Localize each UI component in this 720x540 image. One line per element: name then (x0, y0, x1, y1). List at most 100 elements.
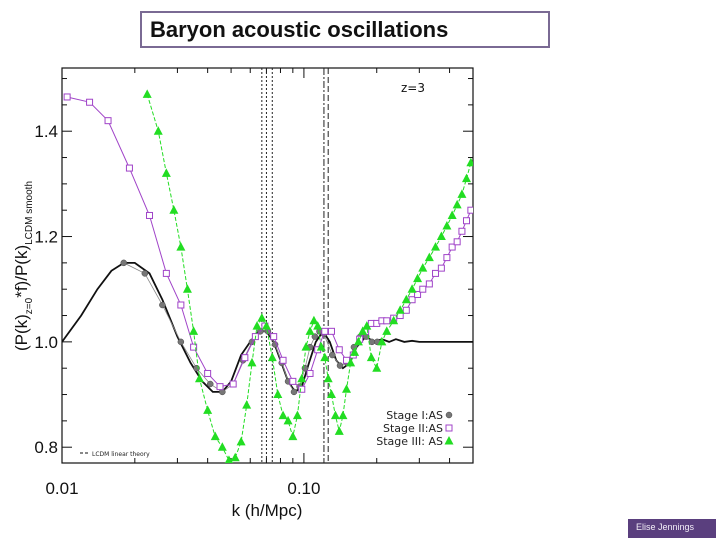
y-tick-label: 1.0 (34, 333, 58, 352)
data-point (203, 405, 213, 414)
data-point (350, 347, 360, 356)
data-point (346, 357, 356, 367)
data-point (242, 400, 252, 409)
data-point (142, 89, 152, 98)
data-point (273, 389, 283, 399)
y-axis-label-mid: *f)/P(k) (12, 245, 31, 298)
data-point (407, 284, 417, 293)
data-point (353, 336, 363, 346)
data-point (283, 415, 293, 425)
data-point (408, 296, 416, 304)
data-point (336, 362, 344, 369)
data-point (358, 326, 368, 335)
series-layer (62, 89, 473, 463)
data-point (414, 290, 422, 298)
data-point (330, 410, 340, 420)
data-point (383, 317, 391, 325)
data-point (338, 410, 348, 420)
data-point (362, 321, 372, 330)
series-line (66, 96, 472, 391)
data-point (120, 259, 128, 267)
data-point (298, 385, 306, 393)
data-point (413, 273, 423, 283)
data-point (467, 206, 473, 214)
data-point (448, 243, 456, 251)
data-point (334, 426, 344, 435)
data-point (329, 351, 336, 359)
data-point (321, 327, 329, 335)
tick-labels: 0.01 0.10 0.8 1.0 1.2 1.4 (34, 122, 320, 498)
data-point (204, 369, 212, 377)
series-stage-iii-as (142, 89, 473, 463)
slide-title: Baryon acoustic oscillations (150, 17, 449, 42)
x-axis-label: k (h/Mpc) (232, 501, 303, 520)
redshift-annotation: z=3 (401, 81, 425, 95)
data-point (190, 343, 198, 351)
data-point (323, 373, 333, 383)
data-point (104, 117, 112, 125)
data-point (461, 173, 471, 183)
data-point (425, 280, 433, 288)
data-point (436, 231, 446, 241)
data-point (141, 270, 149, 277)
data-point (247, 357, 257, 367)
data-point (153, 126, 163, 135)
data-point (327, 327, 335, 335)
data-point (189, 326, 199, 335)
data-point (377, 336, 387, 346)
legend-small-label: LCDM linear theory (92, 451, 150, 458)
data-point (458, 227, 466, 235)
data-point (335, 346, 343, 354)
data-point (236, 436, 246, 446)
y-axis-label-sub1: z=0 (24, 297, 35, 314)
data-point (366, 352, 376, 362)
legend-label: Stage I:AS (386, 409, 443, 422)
data-point (342, 384, 352, 393)
data-point (311, 333, 319, 340)
data-point (292, 410, 302, 420)
data-point (402, 306, 410, 314)
data-point (290, 388, 298, 396)
data-point (313, 321, 323, 330)
legend-label: Stage II:AS (383, 422, 443, 435)
data-point (432, 269, 440, 277)
data-point (442, 221, 452, 230)
data-point (301, 342, 311, 351)
data-point (63, 93, 71, 101)
data-point (431, 242, 441, 251)
data-point (216, 383, 224, 391)
data-point (278, 410, 288, 420)
data-point (159, 301, 166, 309)
svg-text:(P(k)z=0*f)/P(k)LCDM smooth: (P(k)z=0*f)/P(k)LCDM smooth (12, 181, 35, 351)
data-point (229, 380, 237, 388)
linear-theory-line (62, 262, 473, 394)
y-tick-label: 1.2 (34, 228, 58, 247)
y-tick-label: 1.4 (34, 122, 58, 141)
legend-marker (444, 436, 454, 445)
plot-frame (61, 67, 474, 464)
data-point (162, 269, 170, 277)
y-tick-label: 0.8 (34, 438, 58, 457)
data-point (146, 211, 154, 219)
data-point (288, 431, 298, 441)
data-point (447, 210, 457, 219)
data-point (217, 442, 227, 451)
footer-author: Elise Jennings (636, 522, 695, 532)
data-point (316, 342, 326, 351)
data-point (177, 338, 185, 346)
data-point (372, 363, 382, 372)
data-point (257, 313, 267, 322)
data-point (457, 189, 467, 198)
slide-title-box: Baryon acoustic oscillations (140, 11, 550, 48)
data-point (419, 285, 427, 293)
data-point (320, 352, 330, 362)
data-point (230, 452, 240, 462)
data-point (177, 301, 185, 309)
series-lcdm-linear-theory (62, 262, 473, 394)
axis-ticks (61, 68, 474, 463)
data-point (382, 326, 392, 335)
data-point (401, 294, 411, 304)
data-point (241, 354, 249, 362)
